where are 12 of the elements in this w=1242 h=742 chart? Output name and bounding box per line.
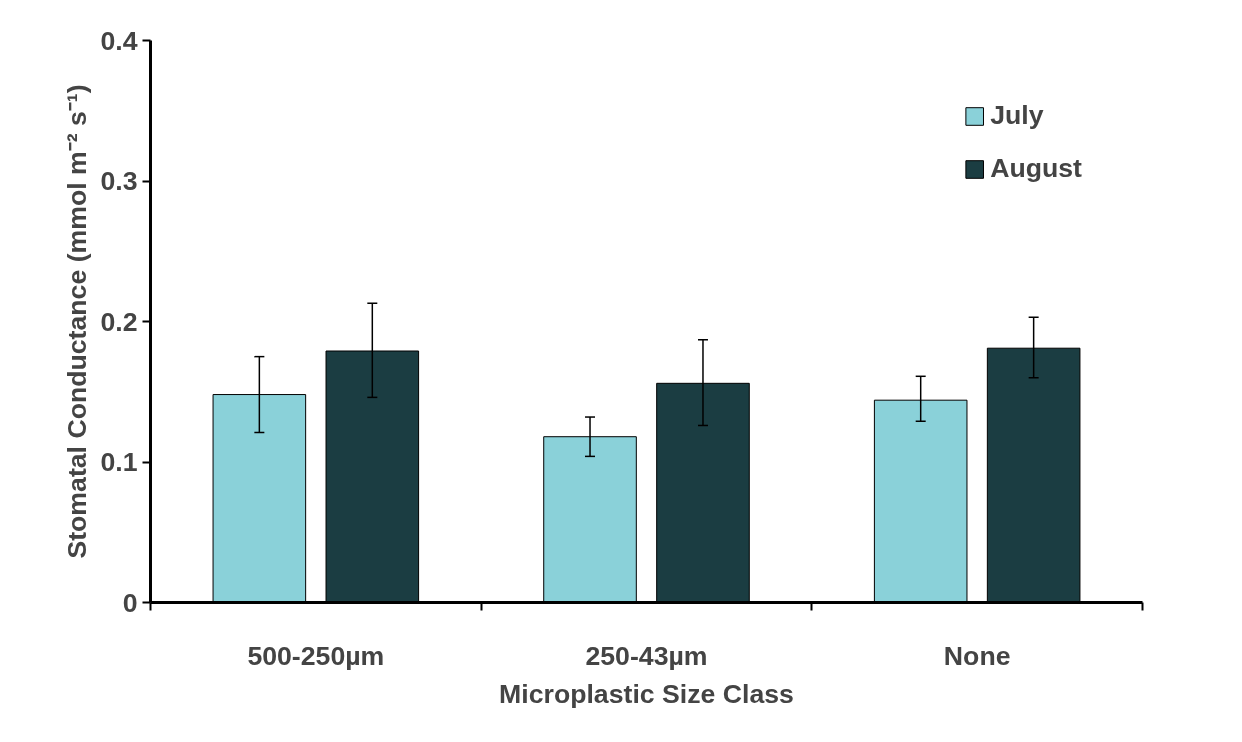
y-axis-title: Stomatal Conductance (mmol m⁻² s⁻¹) — [62, 84, 93, 559]
x-tick-label: 500-250µm — [247, 640, 385, 671]
y-tick-label: 0.3 — [100, 166, 138, 196]
y-tick-label: 0.2 — [100, 306, 138, 337]
x-axis-title: Microplastic Size Class — [499, 678, 794, 709]
legend-label: July — [990, 100, 1044, 131]
y-tick-label: 0.1 — [100, 447, 138, 477]
y-tick-label: 0.4 — [100, 25, 138, 56]
legend-label: August — [990, 153, 1082, 184]
x-tick-label: 250-43µm — [585, 640, 708, 671]
y-tick-label: 0 — [122, 587, 138, 618]
x-tick-label: None — [943, 640, 1011, 671]
